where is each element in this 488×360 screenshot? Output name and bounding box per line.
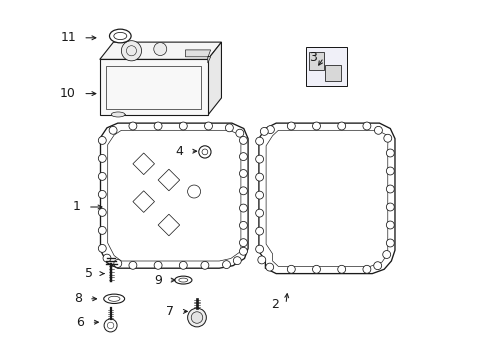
Ellipse shape bbox=[108, 296, 120, 301]
Circle shape bbox=[255, 155, 263, 163]
Circle shape bbox=[129, 261, 137, 269]
Circle shape bbox=[386, 221, 393, 229]
Circle shape bbox=[191, 312, 203, 323]
Circle shape bbox=[98, 226, 106, 234]
FancyBboxPatch shape bbox=[305, 47, 346, 86]
Circle shape bbox=[114, 260, 122, 267]
Circle shape bbox=[239, 239, 247, 247]
Circle shape bbox=[233, 257, 241, 265]
Circle shape bbox=[154, 122, 162, 130]
Circle shape bbox=[255, 191, 263, 199]
Text: 4: 4 bbox=[175, 145, 183, 158]
Circle shape bbox=[266, 126, 274, 134]
Circle shape bbox=[255, 209, 263, 217]
Circle shape bbox=[129, 122, 137, 130]
Circle shape bbox=[98, 208, 106, 216]
Circle shape bbox=[98, 172, 106, 180]
Circle shape bbox=[362, 265, 370, 273]
Ellipse shape bbox=[174, 276, 192, 284]
Circle shape bbox=[337, 265, 345, 273]
Circle shape bbox=[154, 261, 162, 269]
Polygon shape bbox=[207, 42, 221, 115]
Circle shape bbox=[239, 221, 247, 229]
Circle shape bbox=[225, 124, 233, 132]
Circle shape bbox=[187, 308, 206, 327]
Circle shape bbox=[179, 122, 187, 130]
Circle shape bbox=[98, 244, 106, 252]
Circle shape bbox=[239, 247, 247, 255]
Ellipse shape bbox=[114, 32, 126, 40]
Polygon shape bbox=[100, 59, 207, 115]
Text: 7: 7 bbox=[166, 305, 174, 318]
Text: 1: 1 bbox=[73, 201, 81, 213]
Ellipse shape bbox=[179, 278, 187, 282]
Polygon shape bbox=[185, 50, 210, 63]
Circle shape bbox=[260, 127, 268, 135]
Circle shape bbox=[239, 136, 247, 144]
Circle shape bbox=[287, 265, 295, 273]
Circle shape bbox=[386, 239, 393, 247]
Circle shape bbox=[255, 245, 263, 253]
Polygon shape bbox=[100, 42, 221, 59]
Circle shape bbox=[386, 185, 393, 193]
Circle shape bbox=[255, 137, 263, 145]
Circle shape bbox=[312, 122, 320, 130]
Circle shape bbox=[109, 126, 117, 134]
Circle shape bbox=[235, 129, 244, 137]
Circle shape bbox=[121, 41, 141, 61]
Circle shape bbox=[222, 261, 230, 269]
Circle shape bbox=[98, 190, 106, 198]
Circle shape bbox=[312, 265, 320, 273]
Circle shape bbox=[107, 322, 114, 329]
Circle shape bbox=[104, 319, 117, 332]
Circle shape bbox=[362, 122, 370, 130]
Text: 3: 3 bbox=[308, 51, 316, 64]
Ellipse shape bbox=[109, 29, 131, 43]
Circle shape bbox=[201, 261, 208, 269]
Circle shape bbox=[287, 122, 295, 130]
Circle shape bbox=[382, 251, 390, 258]
FancyBboxPatch shape bbox=[324, 65, 341, 81]
Circle shape bbox=[239, 204, 247, 212]
FancyBboxPatch shape bbox=[309, 52, 324, 70]
Circle shape bbox=[204, 122, 212, 130]
Circle shape bbox=[257, 256, 265, 264]
Ellipse shape bbox=[111, 112, 125, 117]
Circle shape bbox=[337, 122, 345, 130]
Circle shape bbox=[98, 154, 106, 162]
Circle shape bbox=[373, 262, 381, 270]
Circle shape bbox=[265, 263, 273, 271]
Text: 11: 11 bbox=[60, 31, 76, 44]
Circle shape bbox=[239, 187, 247, 195]
Circle shape bbox=[202, 149, 207, 155]
Circle shape bbox=[179, 261, 187, 269]
Circle shape bbox=[255, 173, 263, 181]
Circle shape bbox=[239, 153, 247, 161]
Polygon shape bbox=[258, 123, 394, 274]
Polygon shape bbox=[111, 114, 125, 115]
Circle shape bbox=[239, 170, 247, 177]
Text: 9: 9 bbox=[154, 274, 162, 287]
Circle shape bbox=[153, 42, 166, 55]
Circle shape bbox=[386, 167, 393, 175]
Ellipse shape bbox=[103, 294, 124, 303]
Polygon shape bbox=[101, 123, 247, 268]
Circle shape bbox=[103, 254, 111, 262]
Text: 6: 6 bbox=[76, 316, 84, 329]
Circle shape bbox=[383, 134, 391, 142]
Circle shape bbox=[98, 136, 106, 144]
Circle shape bbox=[386, 149, 393, 157]
Circle shape bbox=[255, 227, 263, 235]
Text: 5: 5 bbox=[85, 267, 93, 280]
Text: 10: 10 bbox=[60, 87, 76, 100]
Circle shape bbox=[199, 146, 211, 158]
Circle shape bbox=[386, 203, 393, 211]
Text: 8: 8 bbox=[74, 292, 81, 305]
Circle shape bbox=[374, 126, 382, 134]
Text: 2: 2 bbox=[270, 298, 278, 311]
